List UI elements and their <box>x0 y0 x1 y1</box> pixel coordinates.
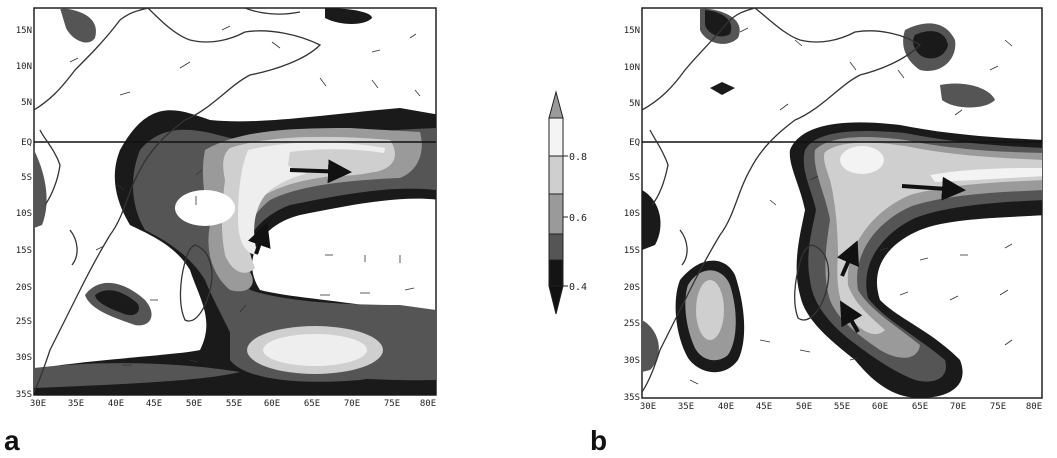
lat-tick: 15S <box>624 246 640 256</box>
colorbar-label: 0.4 <box>569 282 587 293</box>
lat-tick: 35S <box>624 393 640 403</box>
panel-a-wind-vectors <box>69 25 421 366</box>
lat-tick: 5S <box>629 173 640 183</box>
panel-a-lon-ticks: 30E 35E 40E 45E 50E 55E 60E 65E 70E 75E … <box>30 399 436 409</box>
lon-tick: 35E <box>68 399 84 409</box>
lon-tick: 45E <box>756 402 772 412</box>
lat-tick: 5N <box>21 98 32 108</box>
panel-b-lon-ticks: 30E 35E 40E 45E 50E 55E 60E 65E 70E 75E … <box>640 402 1042 412</box>
colorbar: 0.8 0.6 0.4 <box>548 90 587 315</box>
lat-tick: 15N <box>16 26 32 36</box>
panel-a-flow-arrows <box>247 159 352 255</box>
lat-tick: 35S <box>16 390 32 400</box>
lat-tick: 10N <box>16 62 32 72</box>
panel-b-coastline <box>642 8 922 393</box>
panel-b-flow-arrows <box>836 176 966 333</box>
panel-b-label: b <box>590 425 607 456</box>
colorbar-segment <box>548 117 564 157</box>
colorbar-segment <box>548 233 564 261</box>
colorbar-top-triangle <box>548 90 564 119</box>
colorbar-segment <box>548 155 564 195</box>
colorbar-segment <box>548 259 564 287</box>
lon-tick: 40E <box>718 402 734 412</box>
colorbar-bottom-triangle <box>548 285 564 315</box>
lat-tick: 25S <box>16 317 32 327</box>
lat-tick: 20S <box>16 283 32 293</box>
panel-a-arrow-east <box>289 159 352 184</box>
lat-tick: 30S <box>16 353 32 363</box>
lat-tick: EQ <box>629 138 640 148</box>
lon-tick: 45E <box>146 399 162 409</box>
lon-tick: 65E <box>912 402 928 412</box>
lat-tick: 5S <box>21 173 32 183</box>
lon-tick: 75E <box>384 399 400 409</box>
lon-tick: 55E <box>834 402 850 412</box>
lat-tick: 25S <box>624 319 640 329</box>
lon-tick: 80E <box>420 399 436 409</box>
lon-tick: 60E <box>872 402 888 412</box>
lat-tick: 15S <box>16 246 32 256</box>
colorbar-label: 0.6 <box>569 213 587 224</box>
lon-tick: 40E <box>108 399 124 409</box>
lon-tick: 50E <box>796 402 812 412</box>
lat-tick: 10S <box>16 209 32 219</box>
lon-tick: 30E <box>30 399 46 409</box>
panel-b-wind-vectors <box>689 27 1013 385</box>
panel-a-label: a <box>4 425 20 456</box>
lat-tick: 10N <box>624 63 640 73</box>
lon-tick: 65E <box>304 399 320 409</box>
lon-tick: 80E <box>1026 402 1042 412</box>
lat-tick: 20S <box>624 283 640 293</box>
lon-tick: 75E <box>990 402 1006 412</box>
panel-a: 15N 10N 5N EQ 5S 10S 15S 20S 25S 30S 35S… <box>4 7 437 456</box>
panel-b-arrow-east <box>901 176 966 201</box>
lon-tick: 35E <box>678 402 694 412</box>
panel-b-lat-ticks: 15N 10N 5N EQ 5S 10S 15S 20S 25S 30S 35S <box>624 26 640 403</box>
lon-tick: 30E <box>640 402 656 412</box>
lon-tick: 60E <box>264 399 280 409</box>
panel-b-arrow-north-lower <box>840 300 863 333</box>
panel-b-shading <box>642 8 1042 398</box>
lon-tick: 55E <box>226 399 242 409</box>
lon-tick: 70E <box>344 399 360 409</box>
lat-tick: 15N <box>624 26 640 36</box>
panel-a-arrow-north <box>247 222 271 255</box>
colorbar-label: 0.8 <box>569 152 587 163</box>
lat-tick: 30S <box>624 356 640 366</box>
panel-b: 15N 10N 5N EQ 5S 10S 15S 20S 25S 30S 35S… <box>590 7 1043 456</box>
panel-b-arrow-north-upper <box>836 240 859 277</box>
colorbar-segment <box>548 193 564 235</box>
lat-tick: 5N <box>629 99 640 109</box>
panel-a-lat-ticks: 15N 10N 5N EQ 5S 10S 15S 20S 25S 30S 35S <box>16 26 32 400</box>
lon-tick: 50E <box>186 399 202 409</box>
lon-tick: 70E <box>950 402 966 412</box>
lat-tick: 10S <box>624 209 640 219</box>
lat-tick: EQ <box>21 138 32 148</box>
panel-a-coastline <box>34 8 322 393</box>
